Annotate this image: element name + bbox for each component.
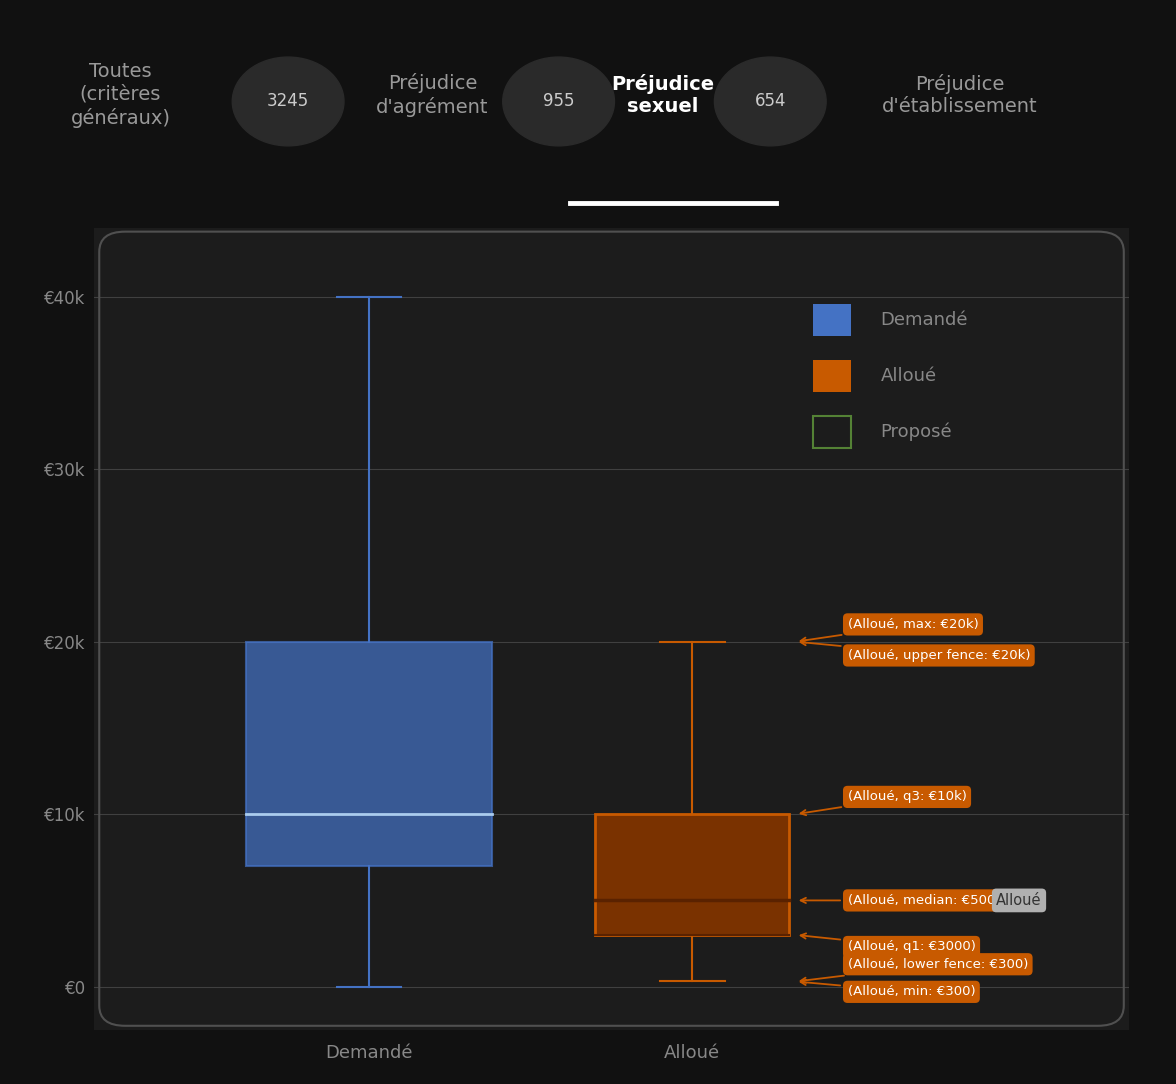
Text: (Alloué, median: €5000): (Alloué, median: €5000) — [801, 894, 1009, 907]
FancyBboxPatch shape — [814, 304, 850, 336]
Ellipse shape — [715, 57, 826, 146]
Ellipse shape — [232, 57, 343, 146]
Text: (Alloué, q1: €3000): (Alloué, q1: €3000) — [801, 933, 975, 954]
Text: Préjudice
sexuel: Préjudice sexuel — [612, 74, 715, 116]
Text: 654: 654 — [755, 92, 786, 111]
FancyBboxPatch shape — [814, 360, 850, 392]
Ellipse shape — [503, 57, 614, 146]
Text: Toutes
(critères
généraux): Toutes (critères généraux) — [71, 62, 171, 128]
Text: (Alloué, min: €300): (Alloué, min: €300) — [801, 980, 975, 998]
Text: (Alloué, upper fence: €20k): (Alloué, upper fence: €20k) — [801, 640, 1030, 662]
Text: Alloué: Alloué — [996, 893, 1042, 908]
Text: Alloué: Alloué — [881, 367, 937, 385]
Text: Proposé: Proposé — [881, 423, 953, 441]
Text: 955: 955 — [543, 92, 574, 111]
Text: Préjudice
d'établissement: Préjudice d'établissement — [882, 74, 1037, 116]
FancyBboxPatch shape — [814, 416, 850, 449]
Text: (Alloué, q3: €10k): (Alloué, q3: €10k) — [801, 790, 967, 815]
Bar — [246, 642, 492, 866]
Text: Demandé: Demandé — [881, 311, 968, 328]
Text: (Alloué, max: €20k): (Alloué, max: €20k) — [801, 618, 978, 643]
Text: (Alloué, lower fence: €300): (Alloué, lower fence: €300) — [801, 958, 1028, 983]
Text: 3245: 3245 — [267, 92, 309, 111]
Text: Préjudice
d'agrément: Préjudice d'agrément — [376, 73, 489, 117]
Bar — [595, 814, 789, 934]
